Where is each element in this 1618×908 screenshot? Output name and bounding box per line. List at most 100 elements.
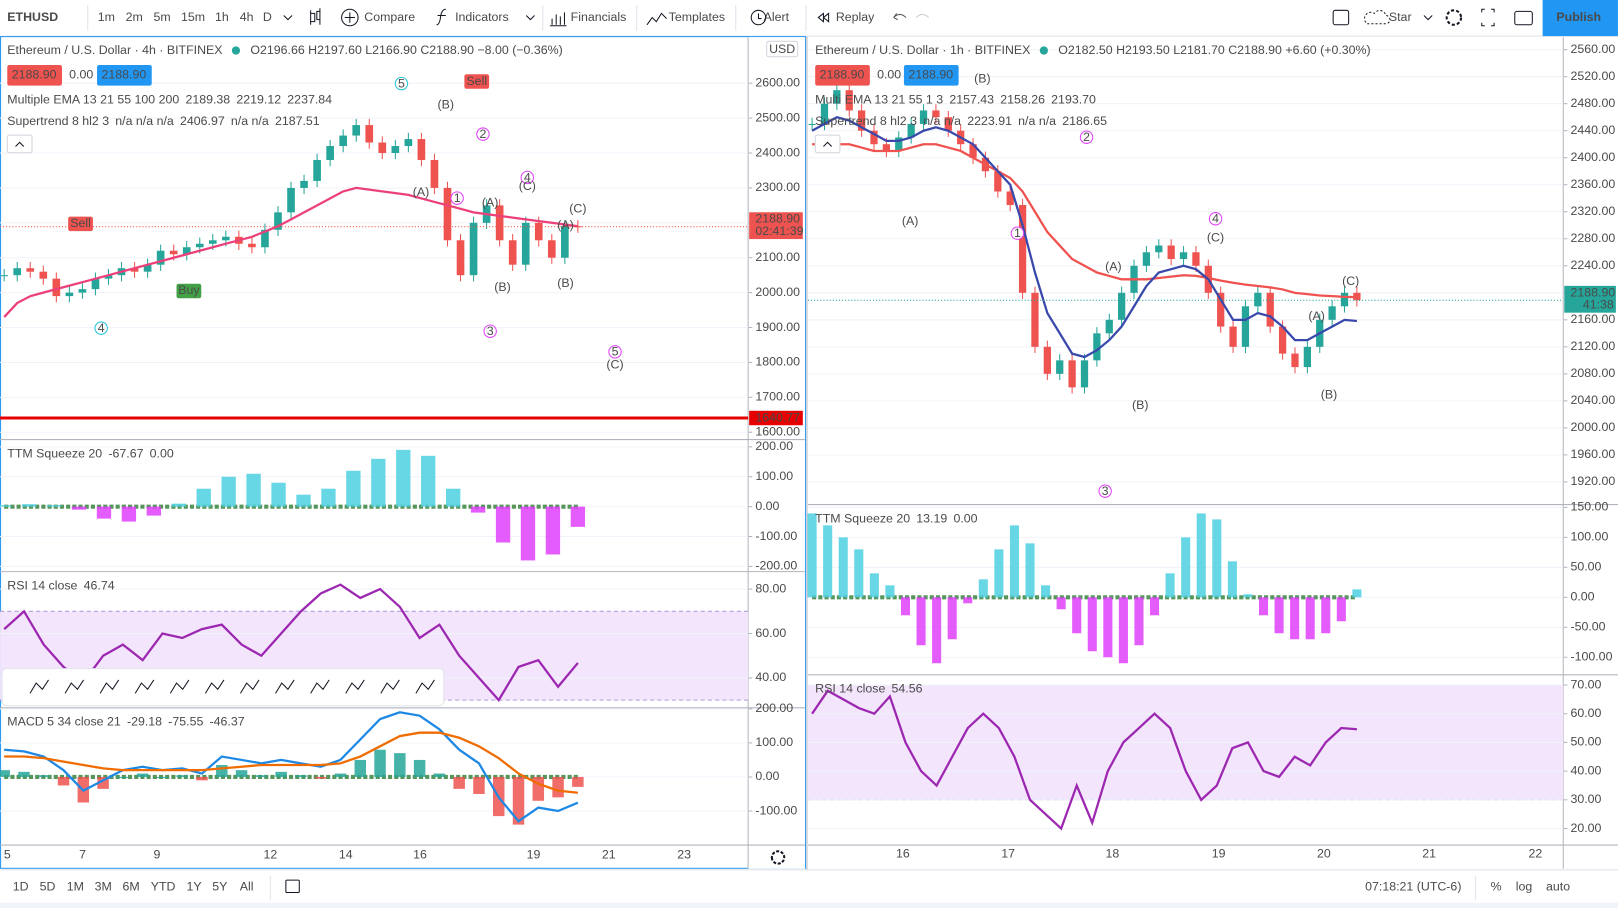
publish-label[interactable]: Publish xyxy=(1556,10,1601,24)
toolbar-icon xyxy=(550,12,567,27)
snapshot-icon[interactable] xyxy=(1514,10,1533,26)
histogram-bar xyxy=(1025,543,1035,598)
range-button[interactable]: All xyxy=(240,880,254,894)
drawing-tool[interactable] xyxy=(345,679,365,694)
scale-option[interactable]: % xyxy=(1491,880,1502,894)
drawing-tool[interactable] xyxy=(310,679,330,694)
clock: 07:18:21 (UTC-6) xyxy=(1365,880,1461,894)
sell-price[interactable]: 2188.90 xyxy=(820,68,865,82)
collapse-button[interactable] xyxy=(814,134,841,154)
wave-label: 2 xyxy=(480,127,487,141)
buy-badge[interactable] xyxy=(903,65,959,86)
y-tick-label: 80.00 xyxy=(755,581,786,595)
toolbar-button[interactable]: Financials xyxy=(571,10,627,24)
candle xyxy=(1179,252,1188,260)
buy-badge[interactable] xyxy=(97,65,152,86)
active-chart-border xyxy=(0,36,806,869)
pane-rsi: 70.00 60.00 50.00 40.00 30.00 20.00 xyxy=(807,677,1602,835)
indicator-value: 2187.51 xyxy=(275,114,320,128)
candle xyxy=(469,222,478,276)
collapse-button[interactable] xyxy=(6,134,33,154)
y-tick-label: 2600.00 xyxy=(755,75,800,89)
settings-icon[interactable] xyxy=(1445,9,1463,26)
range-button[interactable]: 5Y xyxy=(212,880,227,894)
interval-button[interactable]: 1h xyxy=(215,10,229,24)
range-button[interactable]: YTD xyxy=(151,880,176,894)
interval-button[interactable]: 2m xyxy=(126,10,143,24)
drawing-tool[interactable] xyxy=(380,679,400,694)
toolbar-button[interactable]: Replay xyxy=(836,10,875,24)
range-button[interactable]: 3M xyxy=(95,880,112,894)
candle xyxy=(932,110,940,118)
star-button[interactable]: Star xyxy=(1389,10,1412,24)
chart-type-icon[interactable] xyxy=(310,8,321,25)
drawing-tool[interactable] xyxy=(240,679,260,694)
buy-price[interactable]: 2188.90 xyxy=(102,68,147,82)
series-line xyxy=(4,731,578,794)
candle xyxy=(1266,292,1274,327)
toolbar-button[interactable]: Alert xyxy=(764,10,790,24)
interval-button[interactable]: 1m xyxy=(98,10,115,24)
sell-badge[interactable] xyxy=(815,65,870,86)
drawing-tool[interactable] xyxy=(169,679,190,694)
drawing-tool[interactable] xyxy=(99,679,120,694)
buy-price[interactable]: 2188.90 xyxy=(908,68,953,82)
candle xyxy=(870,130,878,145)
histogram-bar xyxy=(346,470,361,507)
drawing-tool[interactable] xyxy=(204,679,225,694)
pane-reading: 54.56 xyxy=(892,682,923,696)
interval-button[interactable]: 5m xyxy=(153,10,170,24)
histogram-bar xyxy=(1165,573,1175,598)
pane-reading: 13.19 xyxy=(916,511,947,525)
toolbar-button[interactable]: Compare xyxy=(364,10,415,24)
symbol[interactable]: ETHUSD xyxy=(7,10,58,24)
interval-button[interactable]: 4h xyxy=(240,10,254,24)
x-tick-label: 5 xyxy=(4,848,11,862)
last-price-label: 2188.90 xyxy=(755,212,800,226)
layout-icon[interactable] xyxy=(1332,9,1350,26)
candle xyxy=(1068,360,1076,388)
wave-label: (C) xyxy=(519,179,536,193)
interval-button[interactable]: D xyxy=(263,10,272,24)
scale-option[interactable]: log xyxy=(1516,880,1533,894)
scale-option[interactable]: auto xyxy=(1546,880,1570,894)
drawing-tool[interactable] xyxy=(134,679,155,694)
candle xyxy=(0,275,9,277)
candle xyxy=(274,212,282,230)
drawing-tool[interactable] xyxy=(275,679,295,694)
toolbar-button[interactable]: Indicators xyxy=(455,10,509,24)
goto-icon[interactable] xyxy=(285,879,300,894)
y-tick-label: 2320.00 xyxy=(1570,204,1615,218)
drawing-tool[interactable] xyxy=(64,679,85,694)
range-button[interactable]: 1M xyxy=(67,880,84,894)
candle xyxy=(443,187,452,241)
candle xyxy=(404,139,413,147)
y-tick-label: 100.00 xyxy=(1570,530,1608,544)
range-button[interactable]: 1Y xyxy=(186,880,201,894)
chevron xyxy=(283,15,293,21)
range-button[interactable]: 1D xyxy=(13,880,29,894)
histogram-bar xyxy=(854,549,864,598)
sell-price[interactable]: 2188.90 xyxy=(12,68,57,82)
interval-button[interactable]: 15m xyxy=(181,10,205,24)
toolbar-button[interactable]: Templates xyxy=(669,10,725,24)
publish-button[interactable] xyxy=(1542,0,1618,37)
range-button[interactable]: 6M xyxy=(122,880,139,894)
wave-label: (B) xyxy=(1321,387,1338,401)
histogram-bar xyxy=(1258,597,1269,616)
fullscreen-icon[interactable] xyxy=(1481,8,1495,27)
wave-label: 1 xyxy=(1014,226,1021,240)
range-button[interactable]: 5D xyxy=(40,880,56,894)
dropdown xyxy=(1423,15,1433,21)
drawing-tool[interactable] xyxy=(415,679,435,694)
settings-gear[interactable] xyxy=(770,850,786,865)
wave-label: (B) xyxy=(974,72,991,86)
drawing-tool[interactable] xyxy=(29,679,49,694)
sell-badge[interactable] xyxy=(7,65,62,86)
currency: USD xyxy=(769,42,795,56)
histogram-bar xyxy=(374,749,386,777)
spread: 0.00 xyxy=(877,68,901,82)
toolbar-icon xyxy=(436,8,446,26)
y-tick-label: 2120.00 xyxy=(1570,339,1615,353)
